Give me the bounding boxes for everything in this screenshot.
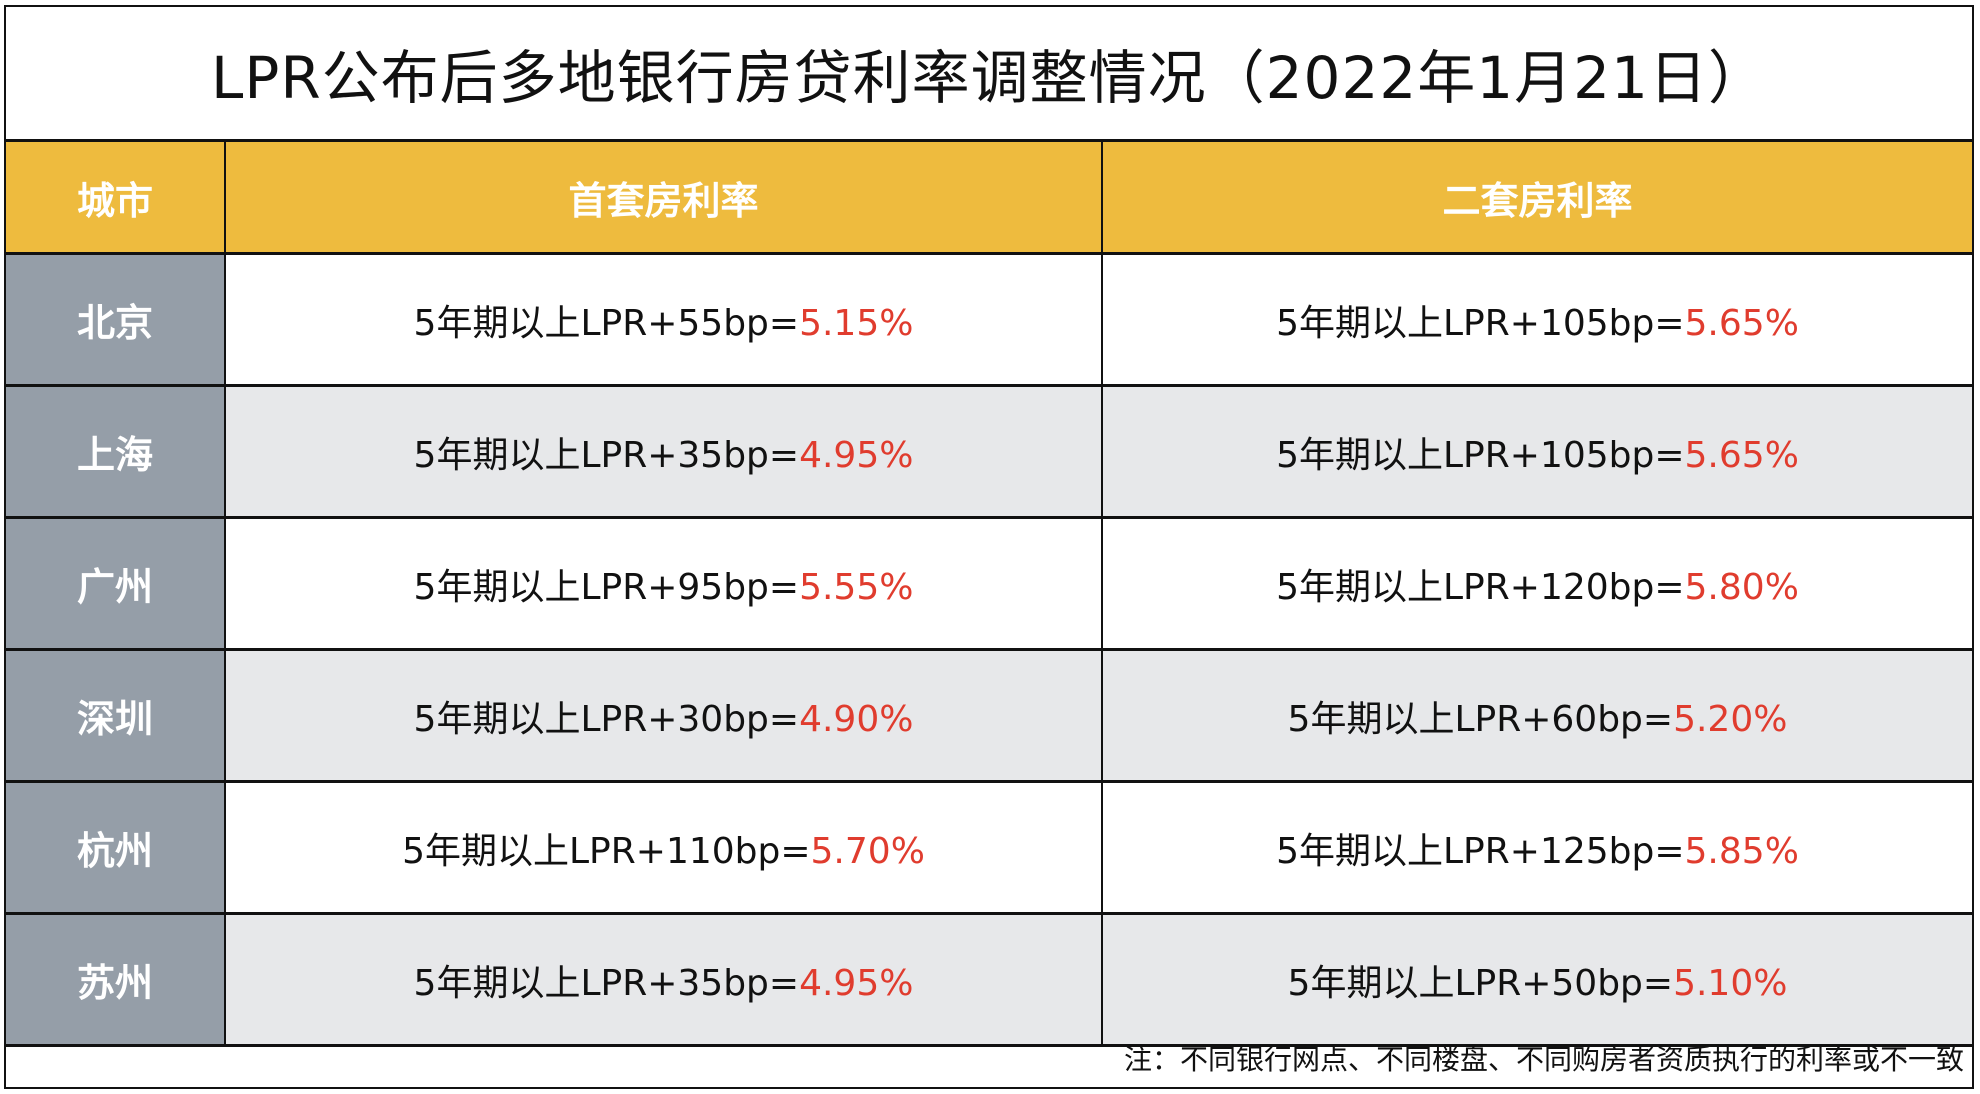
first-home-rate-cell: 5年期以上LPR+110bp=5.70% (225, 781, 1103, 915)
table-header-row: 城市 首套房利率 二套房利率 (6, 142, 1972, 255)
first-home-rate-cell: 5年期以上LPR+35bp=4.95% (225, 385, 1103, 519)
rate-value: 5.80% (1684, 566, 1799, 608)
rate-value: 5.20% (1673, 698, 1788, 740)
table-row: 深圳 5年期以上LPR+30bp=4.90% 5年期以上LPR+60bp=5.2… (6, 649, 1972, 783)
first-home-rate-cell: 5年期以上LPR+30bp=4.90% (225, 649, 1103, 783)
rate-formula: 5年期以上LPR+125bp= (1276, 830, 1685, 872)
second-home-rate-cell: 5年期以上LPR+60bp=5.20% (1102, 649, 1972, 783)
rate-table-document: LPR公布后多地银行房贷利率调整情况（2022年1月21日） 城市 首套房利率 … (4, 5, 1974, 1089)
page-title: LPR公布后多地银行房贷利率调整情况（2022年1月21日） (6, 7, 1972, 142)
city-cell: 杭州 (6, 781, 226, 915)
table-row: 北京 5年期以上LPR+55bp=5.15% 5年期以上LPR+105bp=5.… (6, 253, 1972, 387)
rate-value: 5.15% (799, 302, 914, 344)
table-row: 上海 5年期以上LPR+35bp=4.95% 5年期以上LPR+105bp=5.… (6, 385, 1972, 519)
rate-value: 4.90% (799, 698, 914, 740)
rate-value: 5.85% (1684, 830, 1799, 872)
rate-value: 4.95% (799, 962, 914, 1004)
header-first-home-rate: 首套房利率 (225, 142, 1103, 255)
rate-formula: 5年期以上LPR+105bp= (1276, 434, 1685, 476)
rate-formula: 5年期以上LPR+50bp= (1287, 962, 1674, 1004)
rate-formula: 5年期以上LPR+55bp= (413, 302, 800, 344)
rate-value: 4.95% (799, 434, 914, 476)
rate-value: 5.65% (1684, 302, 1799, 344)
city-cell: 广州 (6, 517, 226, 651)
rate-value: 5.10% (1673, 962, 1788, 1004)
rate-value: 5.65% (1684, 434, 1799, 476)
mortgage-rate-table: 城市 首套房利率 二套房利率 北京 5年期以上LPR+55bp=5.15% 5年… (6, 142, 1972, 1047)
rate-formula: 5年期以上LPR+120bp= (1276, 566, 1685, 608)
second-home-rate-cell: 5年期以上LPR+50bp=5.10% (1102, 913, 1972, 1047)
second-home-rate-cell: 5年期以上LPR+125bp=5.85% (1102, 781, 1972, 915)
header-city: 城市 (6, 142, 226, 255)
rate-formula: 5年期以上LPR+110bp= (402, 830, 811, 872)
city-cell: 深圳 (6, 649, 226, 783)
rate-formula: 5年期以上LPR+95bp= (413, 566, 800, 608)
rate-formula: 5年期以上LPR+105bp= (1276, 302, 1685, 344)
table-row: 苏州 5年期以上LPR+35bp=4.95% 5年期以上LPR+50bp=5.1… (6, 913, 1972, 1047)
footnote: 注：不同银行网点、不同楼盘、不同购房者资质执行的利率或不一致 (1123, 1043, 1964, 1076)
city-cell: 上海 (6, 385, 226, 519)
rate-formula: 5年期以上LPR+60bp= (1287, 698, 1674, 740)
city-cell: 北京 (6, 253, 226, 387)
first-home-rate-cell: 5年期以上LPR+95bp=5.55% (225, 517, 1103, 651)
header-second-home-rate: 二套房利率 (1102, 142, 1972, 255)
second-home-rate-cell: 5年期以上LPR+105bp=5.65% (1102, 253, 1972, 387)
second-home-rate-cell: 5年期以上LPR+120bp=5.80% (1102, 517, 1972, 651)
city-cell: 苏州 (6, 913, 226, 1047)
rate-formula: 5年期以上LPR+35bp= (413, 962, 800, 1004)
first-home-rate-cell: 5年期以上LPR+35bp=4.95% (225, 913, 1103, 1047)
rate-value: 5.70% (810, 830, 925, 872)
rate-value: 5.55% (799, 566, 914, 608)
rate-formula: 5年期以上LPR+30bp= (413, 698, 800, 740)
table-row: 杭州 5年期以上LPR+110bp=5.70% 5年期以上LPR+125bp=5… (6, 781, 1972, 915)
table-row: 广州 5年期以上LPR+95bp=5.55% 5年期以上LPR+120bp=5.… (6, 517, 1972, 651)
first-home-rate-cell: 5年期以上LPR+55bp=5.15% (225, 253, 1103, 387)
second-home-rate-cell: 5年期以上LPR+105bp=5.65% (1102, 385, 1972, 519)
rate-formula: 5年期以上LPR+35bp= (413, 434, 800, 476)
